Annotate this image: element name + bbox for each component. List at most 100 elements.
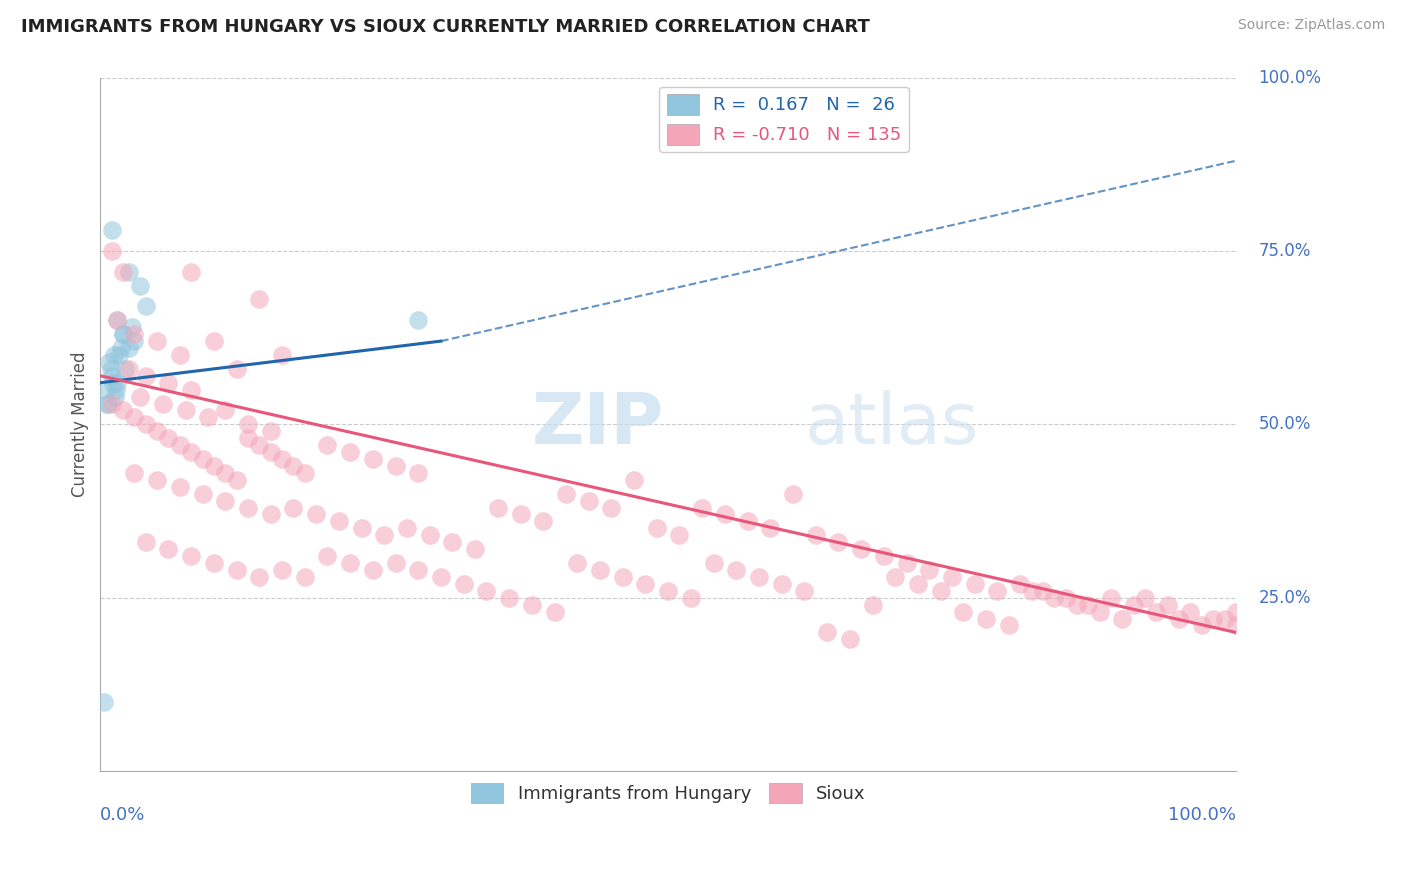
Text: 100.0%: 100.0%	[1168, 805, 1236, 824]
Point	[714, 508, 737, 522]
Point	[100, 244, 122, 258]
Y-axis label: Currently Married: Currently Married	[72, 351, 89, 497]
Point	[191, 486, 214, 500]
Point	[873, 549, 896, 563]
Point	[316, 438, 339, 452]
Point	[612, 570, 634, 584]
Point	[907, 577, 929, 591]
Point	[214, 466, 236, 480]
Point	[180, 445, 202, 459]
Text: Source: ZipAtlas.com: Source: ZipAtlas.com	[1237, 18, 1385, 32]
Legend: Immigrants from Hungary, Sioux: Immigrants from Hungary, Sioux	[464, 775, 873, 811]
Text: 25.0%: 25.0%	[1258, 589, 1312, 607]
Point	[146, 424, 169, 438]
Point	[395, 521, 418, 535]
Point	[1157, 598, 1180, 612]
Point	[974, 611, 997, 625]
Point	[294, 466, 316, 480]
Point	[180, 383, 202, 397]
Point	[963, 577, 986, 591]
Point	[1077, 598, 1099, 612]
Point	[918, 563, 941, 577]
Point	[884, 570, 907, 584]
Point	[373, 528, 395, 542]
Point	[180, 549, 202, 563]
Point	[1144, 605, 1167, 619]
Point	[283, 500, 305, 515]
Point	[567, 556, 589, 570]
Point	[236, 431, 259, 445]
Point	[350, 521, 373, 535]
Point	[1054, 591, 1077, 605]
Point	[804, 528, 827, 542]
Text: 100.0%: 100.0%	[1258, 69, 1322, 87]
Point	[1010, 577, 1032, 591]
Point	[100, 223, 122, 237]
Point	[157, 431, 180, 445]
Point	[305, 508, 328, 522]
Point	[135, 417, 157, 432]
Point	[997, 618, 1019, 632]
Point	[657, 583, 679, 598]
Point	[339, 556, 361, 570]
Point	[668, 528, 690, 542]
Point	[247, 570, 270, 584]
Point	[1066, 598, 1088, 612]
Point	[509, 508, 531, 522]
Point	[782, 486, 804, 500]
Point	[453, 577, 475, 591]
Point	[260, 445, 283, 459]
Point	[986, 583, 1008, 598]
Point	[236, 500, 259, 515]
Text: IMMIGRANTS FROM HUNGARY VS SIOUX CURRENTLY MARRIED CORRELATION CHART: IMMIGRANTS FROM HUNGARY VS SIOUX CURRENT…	[21, 18, 870, 36]
Point	[174, 403, 197, 417]
Point	[589, 563, 612, 577]
Point	[112, 265, 135, 279]
Point	[124, 466, 146, 480]
Point	[191, 452, 214, 467]
Point	[135, 300, 157, 314]
Point	[1168, 611, 1191, 625]
Point	[107, 348, 129, 362]
Point	[97, 396, 120, 410]
Point	[202, 334, 225, 348]
Point	[157, 376, 180, 390]
Point	[384, 458, 406, 473]
Point	[1213, 611, 1236, 625]
Point	[748, 570, 770, 584]
Point	[96, 396, 118, 410]
Point	[430, 570, 453, 584]
Point	[770, 577, 793, 591]
Point	[94, 383, 117, 397]
Point	[520, 598, 543, 612]
Point	[1111, 611, 1133, 625]
Point	[1088, 605, 1111, 619]
Point	[361, 563, 384, 577]
Point	[294, 570, 316, 584]
Point	[225, 361, 247, 376]
Point	[849, 542, 872, 557]
Point	[283, 458, 305, 473]
Point	[146, 334, 169, 348]
Point	[129, 278, 152, 293]
Point	[236, 417, 259, 432]
Point	[157, 542, 180, 557]
Point	[247, 438, 270, 452]
Point	[118, 341, 141, 355]
Point	[759, 521, 782, 535]
Point	[247, 293, 270, 307]
Point	[498, 591, 520, 605]
Point	[124, 334, 146, 348]
Point	[815, 625, 838, 640]
Point	[725, 563, 748, 577]
Point	[690, 500, 713, 515]
Point	[486, 500, 509, 515]
Point	[105, 376, 128, 390]
Point	[555, 486, 578, 500]
Point	[1122, 598, 1144, 612]
Point	[214, 403, 236, 417]
Point	[361, 452, 384, 467]
Point	[112, 403, 135, 417]
Point	[98, 355, 121, 369]
Point	[408, 563, 430, 577]
